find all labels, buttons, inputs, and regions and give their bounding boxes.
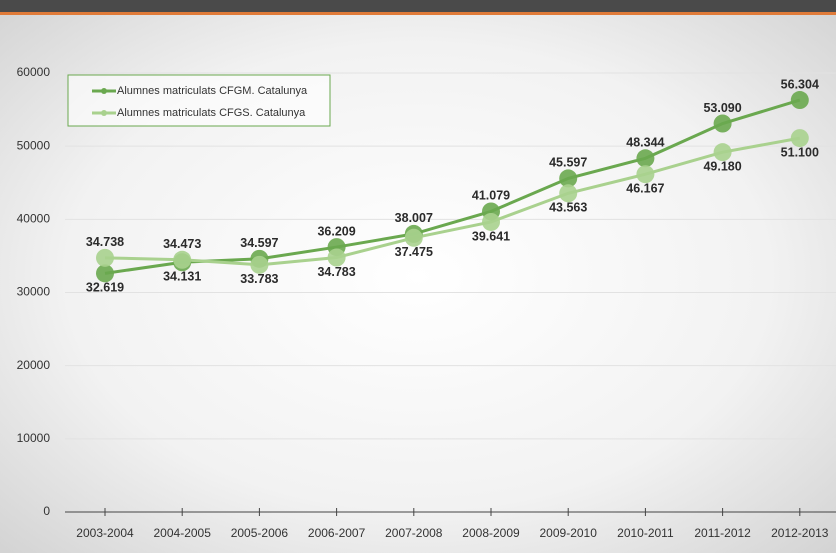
x-tick-label: 2009-2010 xyxy=(540,526,598,540)
data-point xyxy=(713,143,732,162)
x-tick-label: 2008-2009 xyxy=(462,526,520,540)
data-label: 33.783 xyxy=(240,272,278,286)
y-tick-label: 50000 xyxy=(17,138,51,152)
data-point xyxy=(96,248,114,267)
x-tick-label: 2005-2006 xyxy=(231,526,289,540)
data-point xyxy=(482,212,500,231)
data-label: 45.597 xyxy=(549,156,587,170)
y-tick-label: 30000 xyxy=(17,285,51,299)
data-label: 34.783 xyxy=(317,265,355,279)
data-label: 34.473 xyxy=(163,237,201,251)
legend-box xyxy=(67,74,331,127)
y-tick-label: 20000 xyxy=(17,358,51,372)
x-tick-label: 2004-2005 xyxy=(154,526,212,540)
data-label: 36.209 xyxy=(317,224,355,238)
data-point xyxy=(790,91,809,110)
data-point xyxy=(559,184,578,203)
data-label: 34.738 xyxy=(86,235,124,249)
data-point xyxy=(559,169,578,188)
y-tick-label: 60000 xyxy=(17,65,51,79)
data-label: 32.619 xyxy=(86,281,124,295)
data-label: 41.079 xyxy=(472,189,510,203)
y-tick-label: 0 xyxy=(43,504,50,518)
legend xyxy=(67,74,331,127)
y-tick-label: 10000 xyxy=(17,431,51,445)
data-label: 37.475 xyxy=(395,245,433,259)
x-tick-label: 2003-2004 xyxy=(76,526,134,540)
top-accent xyxy=(0,12,836,15)
x-tick-label: 2012-2013 xyxy=(771,526,829,540)
y-tick-label: 40000 xyxy=(17,212,51,226)
data-point xyxy=(636,149,655,168)
series-line xyxy=(104,136,801,267)
data-label: 49.180 xyxy=(703,159,741,173)
series-line xyxy=(104,98,801,275)
data-point xyxy=(404,228,423,247)
data-point xyxy=(790,129,809,148)
legend-marker xyxy=(101,88,107,94)
top-bar xyxy=(0,0,836,12)
legend-marker xyxy=(101,110,107,116)
data-label: 46.167 xyxy=(626,182,664,196)
data-label: 56.304 xyxy=(781,77,819,91)
data-label: 38.007 xyxy=(395,211,433,225)
data-label: 34.597 xyxy=(240,236,278,250)
data-label: 53.090 xyxy=(703,101,741,115)
x-tick-label: 2010-2011 xyxy=(617,526,674,540)
x-tick-label: 2011-2012 xyxy=(694,526,751,540)
data-label: 34.131 xyxy=(163,270,201,284)
data-point xyxy=(173,250,192,269)
data-point xyxy=(96,264,114,283)
data-label: 48.344 xyxy=(626,136,664,150)
data-label: 39.641 xyxy=(472,229,510,243)
x-tick-label: 2006-2007 xyxy=(308,526,366,540)
data-label: 51.100 xyxy=(781,145,819,159)
data-label: 43.563 xyxy=(549,201,587,215)
data-point xyxy=(327,248,346,267)
legend-label: Alumnes matriculats CFGS. Catalunya xyxy=(117,107,306,119)
x-tick-label: 2007-2008 xyxy=(385,526,443,540)
data-point xyxy=(713,114,732,133)
data-point xyxy=(636,165,655,184)
legend-label: Alumnes matriculats CFGM. Catalunya xyxy=(117,85,308,97)
data-point xyxy=(250,255,269,274)
